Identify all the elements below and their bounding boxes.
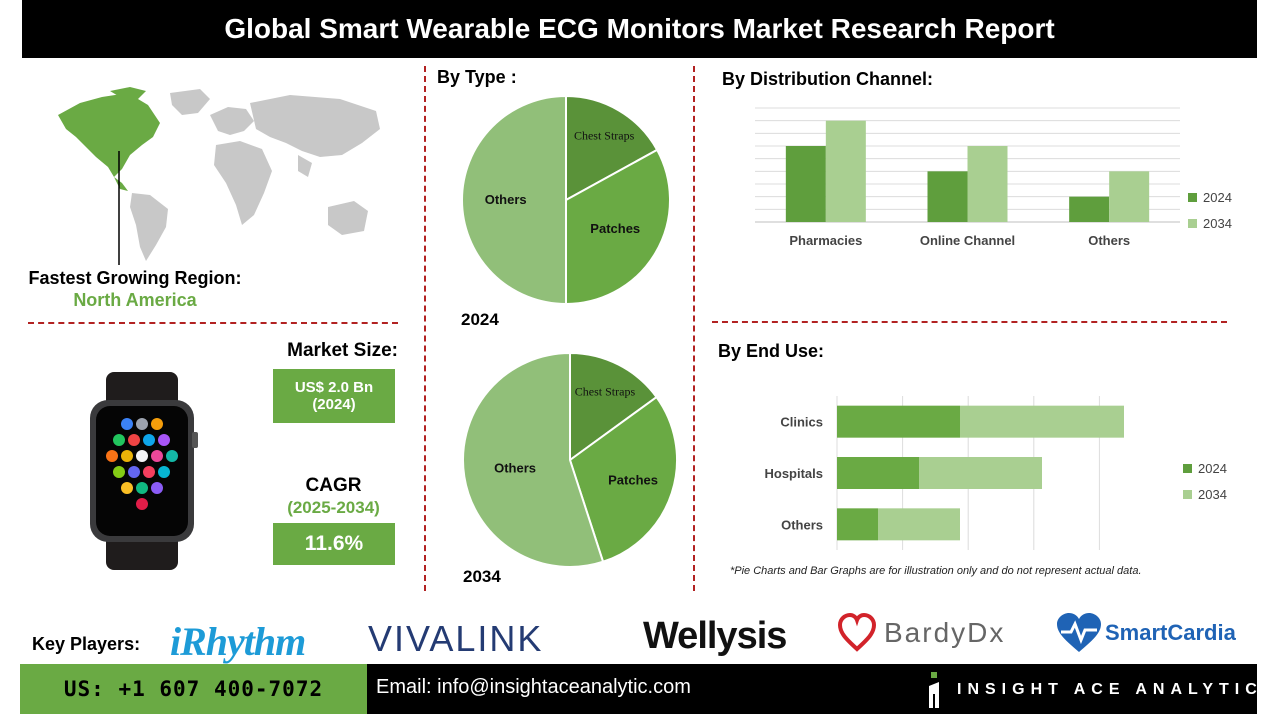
y-tick-label: Hospitals xyxy=(764,466,823,481)
distribution-legend-2034-label: 2034 xyxy=(1203,215,1232,231)
key-players-label: Key Players: xyxy=(32,634,141,654)
end-use-legend-2034: 2034 xyxy=(1183,481,1227,507)
distribution-legend-2024-label: 2024 xyxy=(1203,189,1232,205)
illustration-note: *Pie Charts and Bar Graphs are for illus… xyxy=(730,565,1142,577)
bardydx-logo-text: BardyDx xyxy=(884,617,1006,648)
cagr-value: 11.6% xyxy=(304,532,364,555)
x-tick-label: Pharmacies xyxy=(789,233,862,248)
pie-label-patches: Patches xyxy=(590,221,640,236)
legend-swatch-2034 xyxy=(1188,218,1197,228)
pie-chart-2034: Chest Straps Patches Others xyxy=(462,351,678,568)
smartwatch-icon xyxy=(90,372,198,570)
wellysis-logo: Wellysis xyxy=(643,615,787,658)
pie-slice-others xyxy=(462,351,605,568)
end-use-legend-2034-label: 2034 xyxy=(1198,486,1227,502)
brand-logo: INSIGHT ACE ANALYTIC xyxy=(925,670,1263,710)
bar-hospitals-2024 xyxy=(837,457,919,489)
by-type-title: By Type : xyxy=(437,67,517,87)
page-title: Global Smart Wearable ECG Monitors Marke… xyxy=(22,0,1257,58)
pie-label-chest-straps: Chest Straps xyxy=(574,129,635,143)
divider-left xyxy=(424,66,426,591)
distribution-legend: 2024 2034 xyxy=(1188,184,1232,236)
irhythm-logo: iRhythm xyxy=(170,618,306,665)
pie-label-patches: Patches xyxy=(608,473,658,488)
bar-pharmacies-2034 xyxy=(825,120,866,222)
distribution-legend-2024: 2024 xyxy=(1188,184,1232,210)
pie-2024-year-label: 2024 xyxy=(461,310,499,329)
divider-left-horizontal xyxy=(28,322,398,324)
brand-icon xyxy=(929,672,939,708)
smartcardia-logo-text: SmartCardia xyxy=(1105,620,1236,645)
cagr-label: CAGR xyxy=(305,475,362,496)
x-tick-label: Online Channel xyxy=(920,233,1015,248)
bar-others-2034 xyxy=(1109,171,1150,222)
y-tick-label: Others xyxy=(781,517,823,532)
bar-online-channel-2024 xyxy=(927,171,968,222)
market-size-label: Market Size: xyxy=(287,340,398,361)
fastest-region-label: Fastest Growing Region: xyxy=(28,268,242,288)
irhythm-logo-text: iRhythm xyxy=(170,619,306,664)
pie-label-others: Others xyxy=(494,461,536,476)
vivalink-logo: VIVALINK xyxy=(368,618,543,660)
end-use-bar-chart: Clinics Hospitals Others xyxy=(764,396,1124,550)
bar-pharmacies-2024 xyxy=(785,146,826,222)
market-size-value: US$ 2.0 Bn xyxy=(294,379,374,396)
bardydx-logo: BardyDx xyxy=(838,613,1005,653)
bar-hospitals-2034 xyxy=(919,457,1042,489)
divider-right-horizontal xyxy=(712,321,1227,323)
market-size-year: (2024) xyxy=(312,396,356,413)
bar-online-channel-2034 xyxy=(967,146,1008,222)
smartcardia-logo: SmartCardia xyxy=(1055,612,1236,654)
phone-number[interactable]: US: +1 607 400-7072 xyxy=(20,664,367,714)
legend-swatch-2034 xyxy=(1183,489,1192,499)
x-tick-label: Others xyxy=(1088,233,1130,248)
vivalink-logo-text: VIVALINK xyxy=(368,618,544,659)
end-use-legend: 2024 2034 xyxy=(1183,455,1227,507)
brand-name: INSIGHT ACE ANALYTIC xyxy=(957,681,1263,698)
pie-slice-chest-straps xyxy=(565,94,659,202)
bar-others-2024 xyxy=(837,508,878,541)
pie-chart-2024: Chest Straps Patches Others xyxy=(461,94,671,306)
end-use-legend-2024: 2024 xyxy=(1183,455,1227,481)
smartcardia-heart-icon xyxy=(1057,613,1101,652)
world-map-icon xyxy=(58,87,380,265)
cagr-box: 11.6% xyxy=(273,523,395,565)
email-address[interactable]: Email: info@insightaceanalytic.com xyxy=(376,676,691,698)
pie-label-chest-straps: Chest Straps xyxy=(575,384,636,398)
market-size-box: US$ 2.0 Bn (2024) xyxy=(273,369,395,423)
bar-others-2024 xyxy=(1069,196,1110,222)
pie-slice-patches xyxy=(568,395,678,564)
legend-swatch-2024 xyxy=(1188,192,1197,202)
pie-label-others: Others xyxy=(485,192,527,207)
pie-2034-year-label: 2034 xyxy=(463,567,501,586)
distribution-bar-chart: Pharmacies Online Channel Others xyxy=(755,107,1180,248)
fastest-region-value: North America xyxy=(73,290,197,310)
bar-others-2034 xyxy=(878,508,960,541)
pie-slice-chest-straps xyxy=(569,351,658,462)
pie-slice-others xyxy=(461,94,567,306)
distribution-legend-2034: 2034 xyxy=(1188,210,1232,236)
wellysis-logo-text: Wellysis xyxy=(643,615,787,657)
by-end-use-title: By End Use: xyxy=(718,341,825,361)
bar-clinics-2024 xyxy=(837,405,960,438)
by-distribution-title: By Distribution Channel: xyxy=(722,69,933,89)
end-use-legend-2024-label: 2024 xyxy=(1198,460,1227,476)
cagr-years: (2025-2034) xyxy=(287,498,380,517)
bar-clinics-2034 xyxy=(960,405,1124,438)
legend-swatch-2024 xyxy=(1183,463,1192,473)
bardydx-heart-icon xyxy=(838,613,876,652)
pie-slice-patches xyxy=(565,148,671,306)
y-tick-label: Clinics xyxy=(780,415,823,430)
divider-right xyxy=(693,66,695,591)
